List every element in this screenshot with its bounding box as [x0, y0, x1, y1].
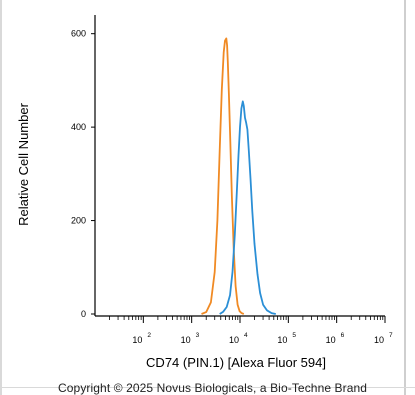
- bottom-divider: [0, 387, 415, 388]
- y-tick-label: 200: [71, 216, 86, 226]
- flow-cytometry-histogram: 0 200 400 600 10 2 10 3 10 4 10 5 10 6 10 7 Relative Cel…: [16, 15, 393, 370]
- x-tick-label: 10: [374, 335, 384, 345]
- x-axis-label: CD74 (PIN.1) [Alexa Fluor 594]: [146, 355, 326, 370]
- x-tick-label: 10: [326, 335, 336, 345]
- histogram-series-2: [219, 100, 276, 315]
- y-tick-label: 600: [71, 29, 86, 39]
- y-axis-label: Relative Cell Number: [16, 102, 31, 225]
- right-border: [404, 0, 406, 395]
- x-tick-label: 10: [181, 335, 191, 345]
- x-tick-exponent: 6: [341, 332, 345, 339]
- x-tick-label: 10: [277, 335, 287, 345]
- x-tick-exponent: 7: [389, 332, 393, 339]
- x-tick-exponent: 3: [196, 332, 200, 339]
- x-tick-exponent: 4: [244, 332, 248, 339]
- x-tick-label: 10: [229, 335, 239, 345]
- x-tick-exponent: 2: [147, 332, 151, 339]
- y-tick-label: 400: [71, 122, 86, 132]
- histogram-series-1: [201, 37, 245, 315]
- y-tick-label: 0: [81, 309, 86, 319]
- copyright-text: Copyright © 2025 Novus Biologicals, a Bi…: [58, 381, 368, 395]
- x-tick-exponent: 5: [292, 332, 296, 339]
- left-border: [0, 0, 2, 395]
- x-tick-label: 10: [132, 335, 142, 345]
